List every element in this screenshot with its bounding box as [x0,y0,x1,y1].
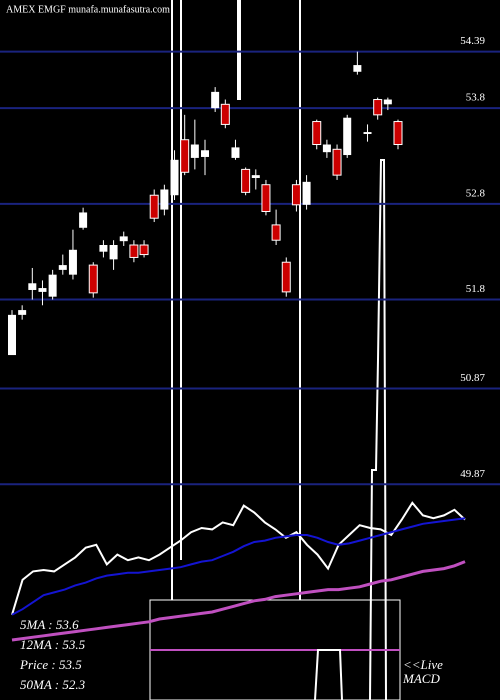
y-tick-label: 52.8 [466,187,486,199]
y-tick-label: 50.87 [460,372,485,384]
candle-body [160,189,169,210]
candle-body [373,99,383,116]
candle-body [201,150,209,157]
candle-body [281,261,291,293]
candle-body [109,245,118,260]
candle-body [220,103,230,125]
candle-body [68,249,77,275]
ma-line [11,560,466,642]
candle-body [343,117,352,156]
candle-body [211,91,220,109]
candle-body [58,265,67,270]
candle-body [139,244,149,256]
candle-body [353,65,362,72]
candle-body [383,99,392,105]
candle-body [8,314,16,356]
candle-body [312,121,322,146]
candle-body [48,274,57,297]
macd-line [314,649,343,700]
candle-body [332,148,342,176]
candle-body [18,310,27,315]
candle-body [231,147,240,158]
decor [149,0,401,700]
legend-text: 5MA : 53.6 [20,617,79,632]
candle-body [261,184,271,213]
spike-line [369,159,387,700]
candle-body [28,283,37,290]
candle-body [241,168,251,193]
candle-body [129,244,139,258]
legend-text: 12MA : 53.5 [20,637,86,652]
ma-line [11,501,466,616]
candle-body [149,194,159,219]
candle-body [88,264,98,294]
candle-body [291,184,301,206]
candle-body [251,175,260,179]
candle-body [119,236,128,242]
y-tick-label: 51.8 [466,283,486,295]
y-tick-label: 49.87 [460,468,485,480]
candle-body [190,144,199,158]
legend-text: 50MA : 52.3 [20,677,86,692]
y-tick-label: 54.39 [460,35,485,47]
candle-body [322,144,331,153]
candle-body [79,212,88,228]
macd-label: MACD [402,671,440,686]
ma-line [11,517,466,616]
candle-body [271,224,281,241]
live-label: <<Live [403,657,443,672]
legend-text: Price : 53.5 [19,657,82,672]
chart-title: AMEX EMGF munafa.munafasutra.com [6,4,170,15]
candle-body [170,159,179,196]
candle-body [363,132,372,134]
candle-body [302,181,311,205]
candle-body [38,288,47,292]
y-tick-label: 53.8 [466,92,486,104]
candle-body [180,139,190,173]
candle-body [99,245,108,252]
candle-body [393,121,403,146]
